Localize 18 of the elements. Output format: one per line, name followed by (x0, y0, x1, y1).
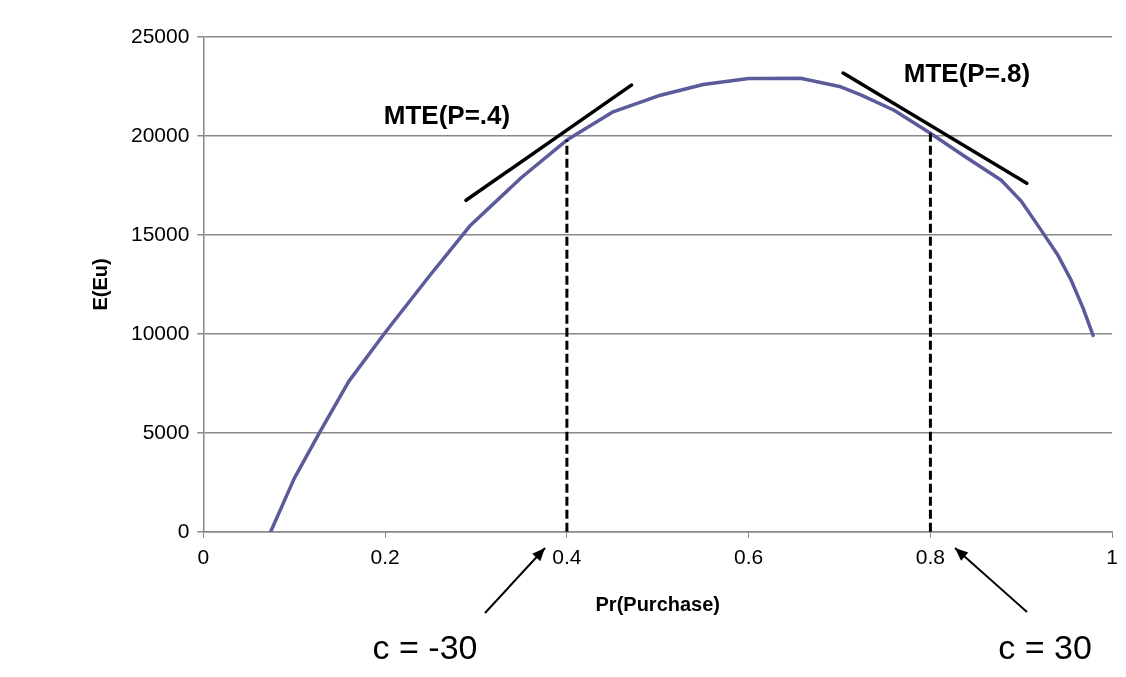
x-tick-label: 0.8 (915, 545, 946, 569)
y-tick-label: 20000 (130, 122, 190, 146)
y-axis-title: E(Eu) (88, 258, 111, 311)
x-tick-label: 0.4 (552, 545, 582, 569)
y-tick-label: 15000 (130, 221, 190, 245)
text: c = 30 (998, 628, 1092, 667)
annotation: MTE(P=.4) (383, 100, 511, 131)
x-axis-title: Pr(Purchase) (595, 592, 721, 615)
x-tick-label: 0.6 (734, 545, 764, 569)
y-tick-label: 5000 (142, 419, 190, 443)
annotation: MTE(P=.8) (903, 58, 1031, 89)
text: c = -30 (372, 628, 478, 667)
y-tick-label: 10000 (130, 320, 190, 344)
x-tick-label: 0 (197, 545, 210, 569)
x-tick-label: 1 (1106, 545, 1118, 569)
x-tick-label: 0.2 (370, 545, 400, 569)
y-tick-label: 0 (177, 518, 190, 542)
y-tick-label: 25000 (130, 23, 190, 47)
